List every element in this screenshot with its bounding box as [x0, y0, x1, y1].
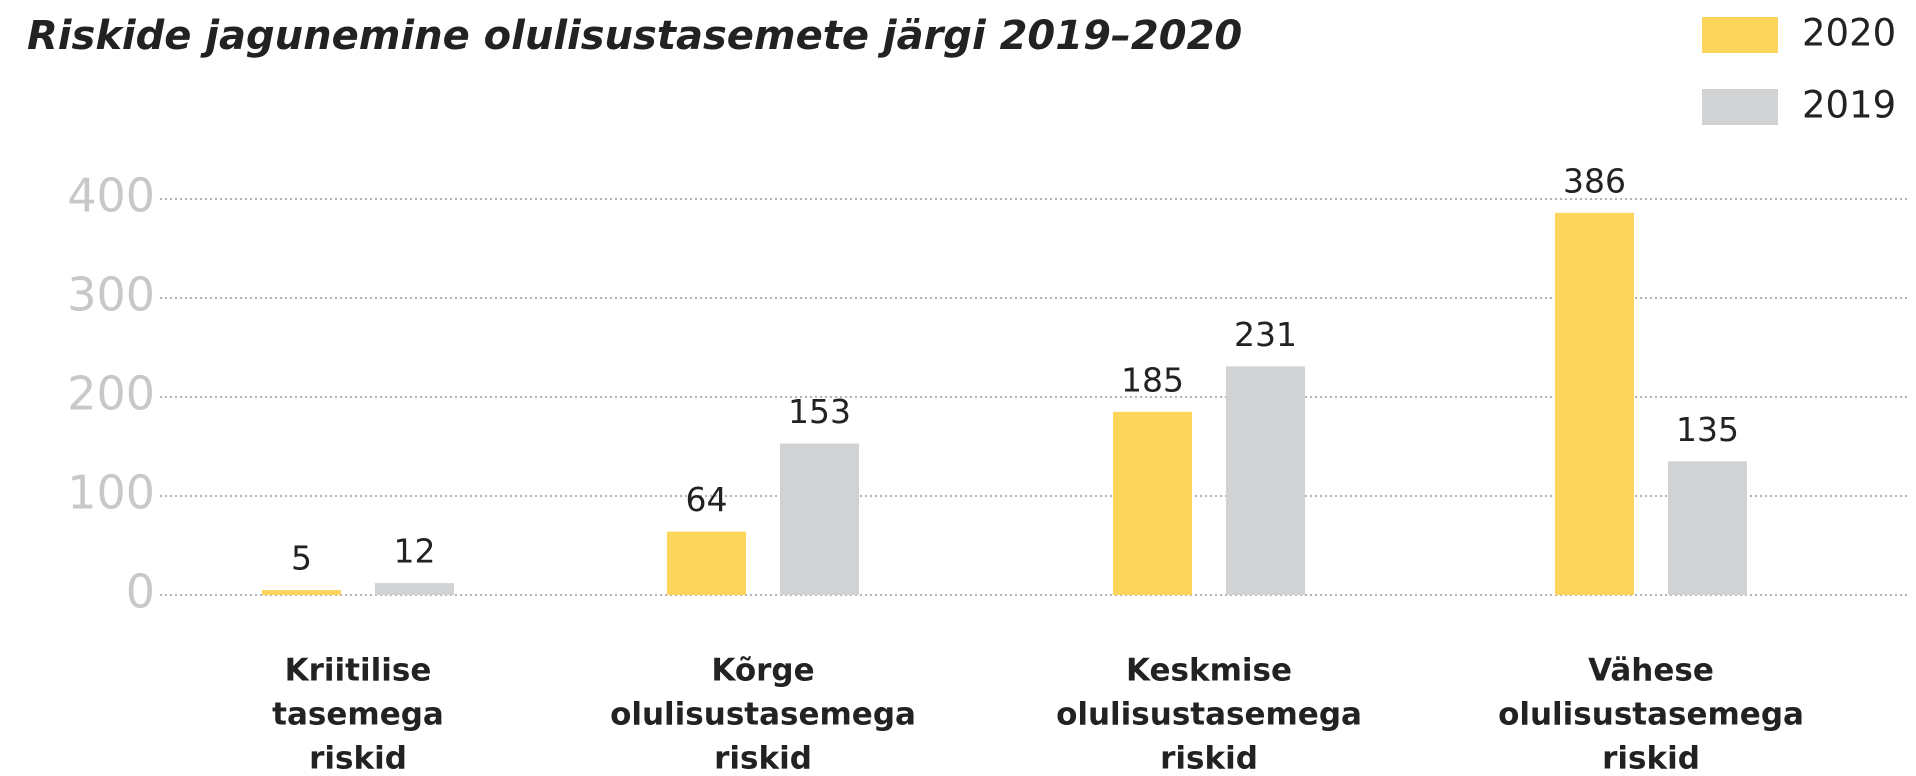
x-tick-label: Vähese	[1588, 653, 1714, 689]
x-tick-label: Kõrge	[711, 653, 814, 689]
bar	[667, 531, 746, 595]
value-label: 5	[291, 539, 312, 578]
value-label: 386	[1563, 161, 1626, 200]
legend-swatch	[1702, 17, 1778, 53]
y-tick-label: 400	[67, 169, 155, 223]
value-label: 185	[1121, 360, 1184, 399]
bar	[1668, 461, 1747, 595]
chart-title: Riskide jagunemine olulisustasemete järg…	[27, 13, 1242, 59]
x-tick-label: olulisustasemega	[1498, 697, 1804, 733]
x-tick-label: tasemega	[272, 697, 444, 733]
value-label: 12	[394, 532, 436, 571]
y-tick-label: 100	[67, 466, 155, 520]
y-tick-label: 200	[67, 367, 155, 421]
x-tick-label: olulisustasemega	[1056, 697, 1362, 733]
bar	[1555, 212, 1634, 596]
value-label: 231	[1234, 315, 1297, 354]
value-label: 64	[686, 480, 728, 519]
x-tick-label: olulisustasemega	[610, 697, 916, 733]
bar	[1226, 366, 1305, 595]
legend-swatch	[1702, 89, 1778, 125]
legend-label: 2019	[1802, 84, 1896, 127]
value-label: 135	[1676, 410, 1739, 449]
legend-label: 2020	[1802, 12, 1896, 55]
x-tick-label: Kriitilise	[285, 653, 432, 689]
y-tick-label: 0	[126, 565, 155, 619]
x-tick-label: riskid	[1160, 741, 1258, 776]
x-tick-label: Keskmise	[1126, 653, 1292, 689]
value-label: 153	[788, 392, 851, 431]
y-tick-label: 300	[67, 268, 155, 322]
x-tick-label: riskid	[309, 741, 407, 776]
x-tick-label: riskid	[714, 741, 812, 776]
bar	[1113, 411, 1192, 595]
x-tick-label: riskid	[1602, 741, 1700, 776]
bar	[780, 443, 859, 595]
bar	[375, 583, 454, 595]
bar	[262, 590, 341, 595]
